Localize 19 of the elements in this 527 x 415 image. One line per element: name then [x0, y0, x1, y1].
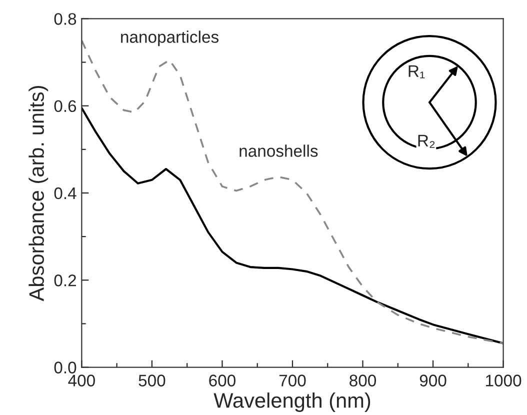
y-tick-label: 0.8: [54, 13, 76, 25]
y-tick-label: 0.2: [54, 274, 76, 286]
x-tick-label: 400: [68, 374, 95, 386]
x-tick-label: 800: [350, 374, 376, 386]
x-tick-label: 900: [420, 374, 446, 386]
x-tick-label: 600: [209, 374, 236, 386]
annotation: R₁: [408, 65, 425, 78]
annotation: nanoshells: [240, 144, 318, 157]
y-tick-label: 0.4: [54, 187, 76, 200]
line-series: [82, 106, 504, 344]
x-tick-label: 500: [138, 374, 166, 386]
y-tick-label: 0.6: [54, 100, 76, 112]
annotation: nanoparticles: [121, 30, 218, 46]
x-axis-title: Wavelength (nm): [214, 392, 370, 412]
x-tick-label: 700: [279, 374, 306, 386]
y-axis-title: Absorbance (arb. units): [28, 86, 48, 302]
y-tick-label: 0.0: [54, 362, 76, 374]
x-tick-label: 1000: [486, 374, 522, 386]
annotation: R₂: [418, 134, 435, 148]
